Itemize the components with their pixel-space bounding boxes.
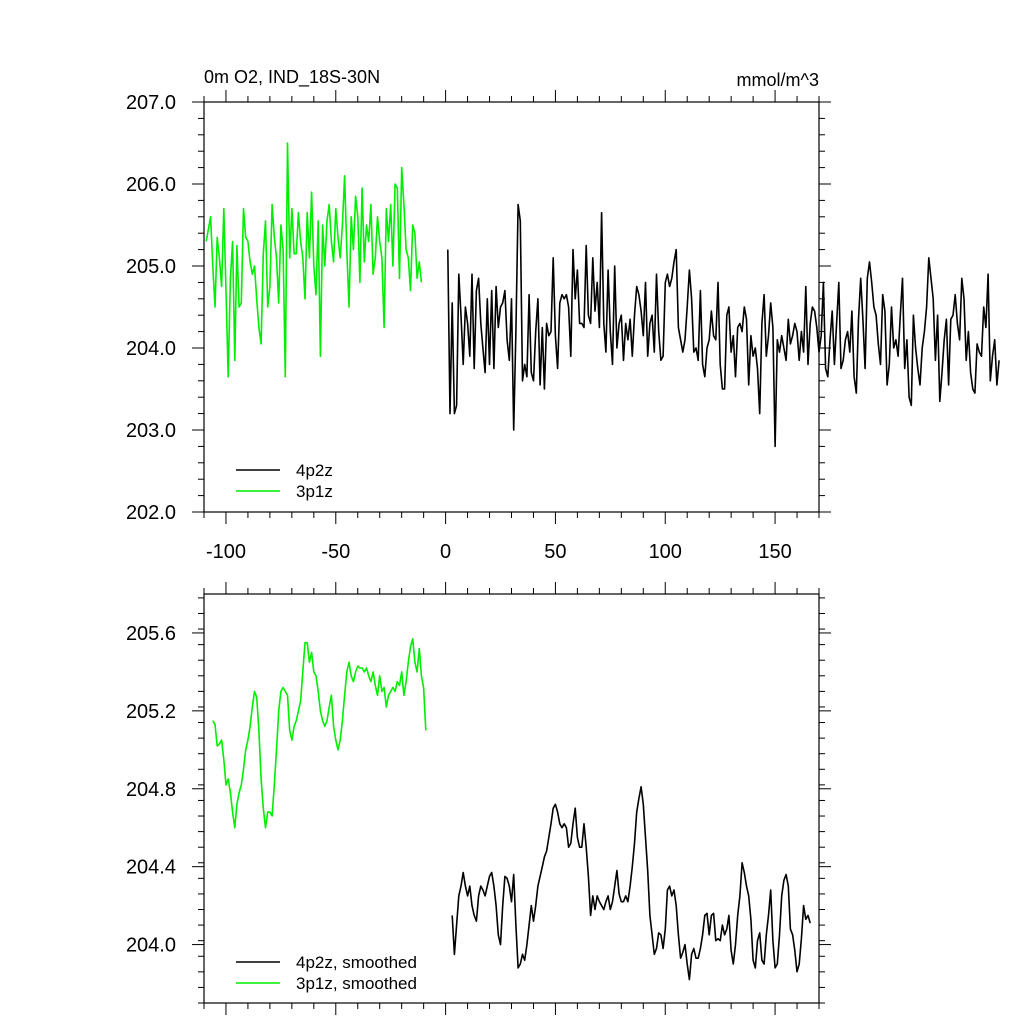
top-panel-frame: [203, 101, 820, 513]
bottom-y-tick-label: 204.4: [126, 857, 176, 879]
top-y-tick-label: 207.0: [126, 92, 176, 114]
top-y-tick-label: 205.0: [126, 256, 176, 278]
bottom-series-line-4p2z-smoothed: [451, 785, 811, 981]
bottom-series-line-3p1z-smoothed: [212, 637, 427, 829]
top-x-tick-label: 150: [758, 541, 791, 563]
top-x-tick-label: -50: [321, 541, 350, 563]
top-series-line-3p1z: [205, 142, 423, 378]
top-legend-label: 4p2z: [296, 461, 333, 480]
top-x-tick-label: 50: [544, 541, 566, 563]
bottom-panel-tick-labels: 204.0 204.4 204.8 205.2 205.6: [126, 623, 176, 957]
bottom-y-tick-label: 205.6: [126, 623, 176, 645]
top-panel-ticks: [192, 90, 831, 524]
bottom-panel-ticks: [192, 582, 831, 1015]
top-y-tick-label: 204.0: [126, 338, 176, 360]
bottom-panel-legend: 4p2z, smoothed 3p1z, smoothed: [236, 953, 417, 993]
top-panel-legend: 4p2z 3p1z: [236, 461, 333, 501]
bottom-y-tick-label: 204.8: [126, 779, 176, 801]
top-x-tick-label: 100: [649, 541, 682, 563]
top-x-tick-label: -100: [206, 541, 246, 563]
figure-title-units: mmol/m^3: [737, 70, 819, 90]
bottom-legend-label: 3p1z, smoothed: [296, 974, 417, 993]
top-panel-series: [205, 142, 1000, 448]
top-series-line-4p2z: [447, 203, 1000, 448]
top-panel: 0m O2, IND_18S-30N mmol/m^3 -100 -50 0 50 10…: [126, 67, 1000, 563]
bottom-panel-series: [212, 637, 811, 981]
top-legend-label: 3p1z: [296, 482, 333, 501]
top-panel-tick-labels: -100 -50 0 50 100 150 202.0 203.0 204.0 205.0 206.…: [126, 92, 792, 563]
bottom-y-tick-label: 205.2: [126, 701, 176, 723]
bottom-panel-frame: [203, 593, 820, 1004]
bottom-legend-label: 4p2z, smoothed: [296, 953, 417, 972]
top-y-tick-label: 203.0: [126, 420, 176, 442]
bottom-panel: 204.0 204.4 204.8 205.2 205.6 4p2z, smoothed…: [126, 582, 831, 1015]
top-x-tick-label: 0: [440, 541, 451, 563]
top-y-tick-label: 206.0: [126, 174, 176, 196]
figure-title-left: 0m O2, IND_18S-30N: [204, 67, 380, 88]
top-y-tick-label: 202.0: [126, 502, 176, 524]
bottom-y-tick-label: 204.0: [126, 935, 176, 957]
